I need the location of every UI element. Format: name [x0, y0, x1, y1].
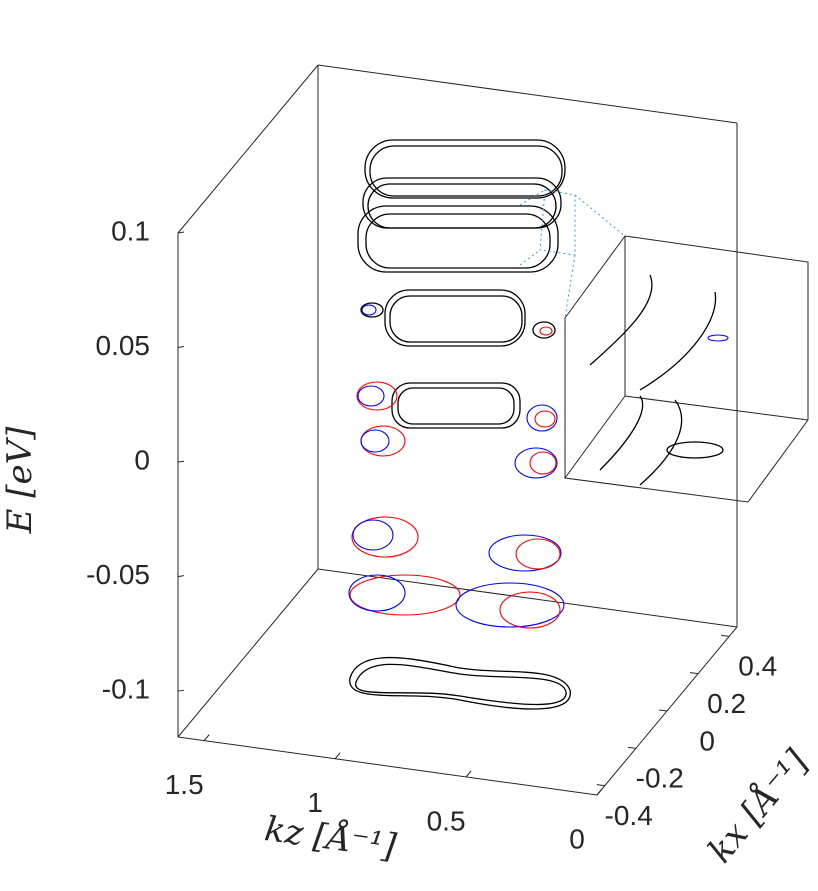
zoom-guide — [519, 189, 626, 319]
contour — [361, 304, 377, 316]
contour — [389, 295, 523, 343]
contour — [369, 145, 563, 197]
axes-frame — [177, 64, 738, 796]
contour — [514, 447, 558, 479]
x-axis-label: kz [Å⁻¹] — [262, 808, 399, 867]
y-axis-label: kx [Å⁻¹] — [700, 742, 818, 871]
axis-edge — [317, 64, 738, 124]
contour — [364, 139, 566, 199]
contour — [529, 451, 557, 475]
z-tick — [177, 460, 185, 463]
contour — [515, 538, 561, 570]
contour — [499, 591, 561, 629]
y-tick — [721, 634, 730, 637]
contour — [351, 516, 419, 558]
contour — [488, 534, 562, 572]
z-tick-label: 0.05 — [96, 330, 151, 361]
z-tick — [177, 231, 185, 234]
contour — [362, 177, 562, 229]
inset-contour — [589, 274, 717, 486]
y-tick-label: -0.4 — [605, 800, 653, 831]
inset-contour — [707, 334, 729, 342]
contour — [360, 302, 384, 318]
contour — [349, 656, 571, 710]
y-tick-label: 0.2 — [707, 688, 746, 719]
y-tick — [658, 709, 668, 712]
contour — [355, 663, 567, 706]
z-tick-label: 0.1 — [111, 215, 150, 246]
x-tick-label: 0.5 — [427, 805, 466, 836]
x-tick-label: 1.5 — [165, 769, 204, 800]
y-tick — [596, 784, 605, 787]
contour — [526, 404, 558, 432]
contour — [391, 382, 521, 429]
x-tick-label: 1 — [307, 787, 323, 818]
contour — [356, 381, 398, 411]
contour — [397, 387, 515, 425]
contour — [532, 321, 556, 339]
y-tick — [627, 746, 636, 749]
z-tick-label: 0 — [134, 444, 150, 475]
x-tick — [465, 770, 472, 778]
inset-frame — [564, 235, 809, 503]
contour — [348, 574, 406, 612]
axis-edge — [177, 568, 319, 738]
contour — [360, 429, 390, 453]
axis-edge — [317, 568, 738, 628]
y-tick — [690, 672, 699, 675]
contour — [539, 326, 553, 336]
y-tick-label: 0.4 — [738, 651, 777, 682]
contour — [455, 582, 565, 628]
inset — [519, 189, 809, 503]
y-tick-label: -0.2 — [636, 763, 684, 794]
y-tick-label: 0 — [699, 725, 715, 756]
x-tick — [203, 734, 210, 741]
z-tick-label: -0.05 — [86, 559, 150, 590]
z-tick — [177, 689, 185, 692]
contour — [367, 183, 557, 229]
z-tick — [177, 346, 185, 349]
x-tick-label: 0 — [569, 823, 585, 854]
z-tick — [177, 575, 185, 578]
z-axis-label: E [eV] — [0, 426, 40, 535]
contour — [365, 213, 551, 269]
contour — [357, 385, 385, 407]
contour — [534, 410, 556, 428]
contour — [360, 425, 406, 457]
contour — [384, 289, 526, 347]
contour — [357, 205, 559, 273]
axis-edge — [177, 64, 319, 234]
contour — [349, 574, 461, 616]
inset-contour — [666, 441, 724, 459]
contours — [348, 139, 571, 710]
contour — [352, 519, 394, 551]
x-tick — [596, 788, 603, 796]
x-tick — [334, 752, 341, 760]
axis-edge — [177, 736, 598, 796]
z-tick-label: -0.1 — [102, 674, 150, 705]
